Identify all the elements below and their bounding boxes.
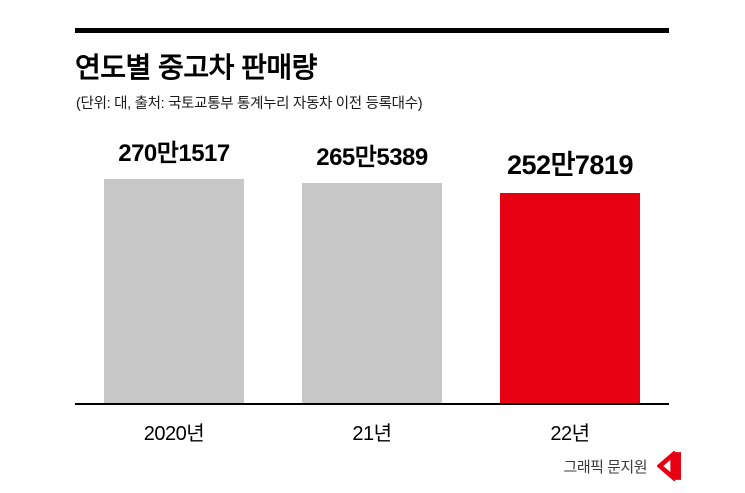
- x-axis-label: 21년: [352, 423, 392, 445]
- bar-column: 252만7819: [485, 143, 655, 403]
- bars-row: 270만1517 265만5389 252만7819: [75, 138, 669, 405]
- top-divider-rule: [75, 28, 669, 33]
- bar-value-label: 252만7819: [507, 150, 633, 180]
- bar-chart: 270만1517 265만5389 252만7819 2020년 21년 22년: [75, 138, 669, 446]
- bar-value-label: 265만5389: [316, 144, 428, 171]
- x-axis-label: 22년: [550, 423, 590, 445]
- bar: [104, 179, 244, 403]
- credit-text: 그래픽 문지원: [563, 458, 648, 476]
- category-row: 2020년 21년 22년: [75, 417, 669, 446]
- bar: [302, 183, 442, 403]
- bar-column: 270만1517: [89, 133, 259, 403]
- bar-column: 265만5389: [287, 137, 457, 403]
- bar: [500, 193, 640, 403]
- credit-footer: 그래픽 문지원: [564, 451, 681, 481]
- bar-value-label: 270만1517: [118, 140, 230, 167]
- chart-subtitle: (단위: 대, 출처: 국토교통부 통계누리 자동차 이전 등록대수): [76, 96, 423, 112]
- x-axis-label: 2020년: [143, 423, 205, 445]
- chart-title: 연도별 중고차 판매량: [75, 52, 317, 83]
- red-flag-logo-icon: [657, 451, 681, 481]
